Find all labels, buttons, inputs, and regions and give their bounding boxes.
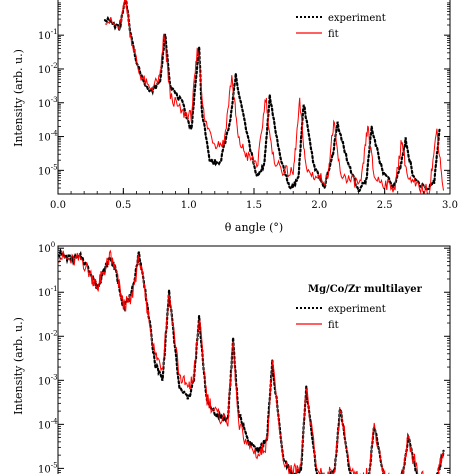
top-x-axis-label: θ angle (°) [225,221,283,234]
top-x-tick-label: 0.5 [115,200,131,211]
bottom-annotation: Mg/Co/Zr multilayer [308,284,423,295]
bottom-y-tick-label: 10-2 [38,329,58,343]
bottom-y-tick-label: 100 [38,241,55,255]
top-y-tick-label: 10-5 [38,163,58,177]
bottom-legend: experiment fit [296,304,386,331]
bottom-y-axis-label: Intensity (arb. u.) [12,317,25,415]
top-series-fit [104,0,444,194]
top-x-tick-label: 2.0 [311,200,327,211]
top-y-tick-label: 10-1 [38,28,58,42]
bottom-y-tick-label: 10-4 [38,417,58,431]
bottom-y-tick-label: 10-5 [38,461,58,474]
top-series-experiment [103,0,441,193]
top-panel: 10-5 10-4 10-3 10-2 10-1 0.0 0.5 1.0 1.5 2.0 2.5 3… [12,0,458,234]
bottom-legend-fit-label: fit [328,320,339,331]
top-plot-frame [57,0,451,195]
top-legend-experiment-label: experiment [328,13,386,24]
bottom-y-axis: 100 10-1 10-2 10-3 10-4 10-5 [38,241,450,474]
bottom-y-tick-label: 10-1 [38,285,58,299]
bottom-plot-frame [57,245,451,474]
top-x-tick-label: 2.5 [377,200,393,211]
top-legend: experiment fit [296,13,386,40]
top-y-tick-label: 10-4 [38,130,58,144]
bottom-panel: 100 10-1 10-2 10-3 10-4 10-5 Intensity (arb. … [12,241,451,474]
top-x-tick-label: 1.0 [181,200,197,211]
bottom-legend-experiment-label: experiment [328,304,386,315]
top-y-tick-label: 10-3 [38,96,58,110]
top-series-group [103,0,444,194]
bottom-series-fit [58,249,444,474]
top-x-axis: 0.0 0.5 1.0 1.5 2.0 2.5 3.0 [50,188,458,211]
top-x-tick-label: 3.0 [442,200,458,211]
top-y-axis-label: Intensity (arb. u.) [12,49,25,147]
bottom-y-tick-label: 10-3 [38,373,58,387]
top-y-axis: 10-5 10-4 10-3 10-2 10-1 [38,2,450,195]
top-x-tick-label: 1.5 [246,200,262,211]
bottom-series-group [58,248,445,474]
top-y-tick-label: 10-2 [38,62,58,76]
top-legend-fit-label: fit [328,29,339,40]
top-x-tick-label: 0.0 [50,200,66,211]
